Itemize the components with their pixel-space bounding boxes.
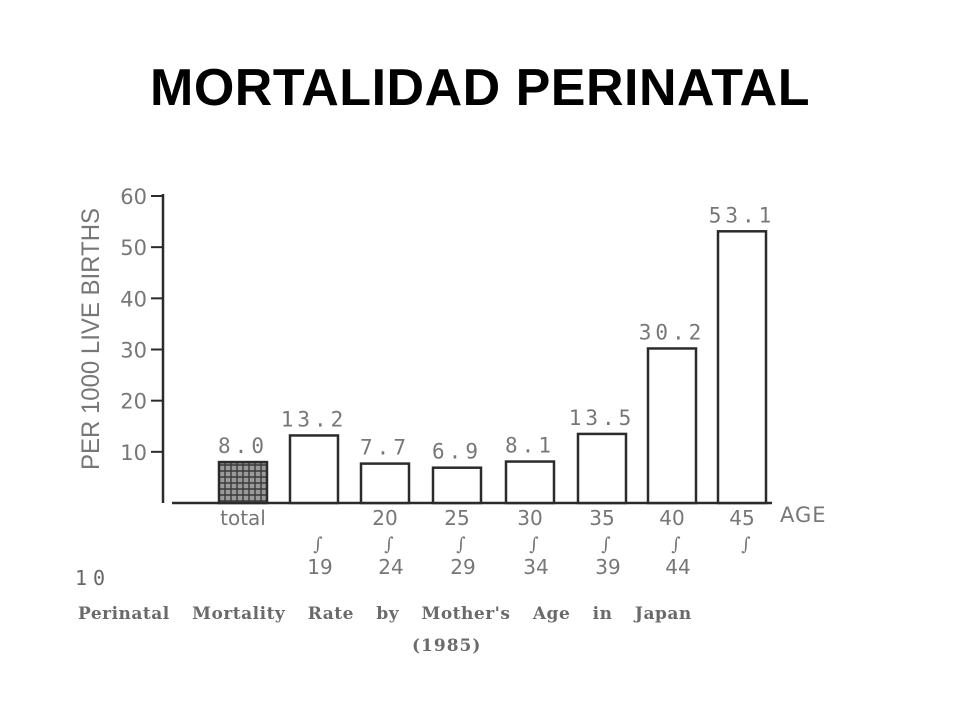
- x-category-label-start: 30: [517, 506, 542, 530]
- bar-value-label: 13.2: [281, 407, 348, 431]
- x-category-label-start: 45: [729, 506, 754, 530]
- chart-labels: 8.0total13.2∫197.720∫246.925∫298.130∫341…: [218, 203, 776, 579]
- bar-value-label: 30.2: [639, 320, 706, 344]
- y-tick-label: 60: [120, 185, 147, 209]
- bar: [504, 460, 556, 505]
- bar: [716, 230, 768, 505]
- y-axis-label: PER 1000 LIVE BIRTHS: [77, 208, 105, 470]
- bar-value-label: 8.1: [505, 434, 555, 458]
- x-category-range-symbol: ∫: [384, 534, 394, 555]
- x-category-label-start: 25: [444, 506, 469, 530]
- bar: [217, 460, 269, 505]
- y-tick-label: 30: [120, 339, 147, 363]
- x-category-range-symbol: ∫: [601, 534, 611, 555]
- bar-value-label: 7.7: [360, 436, 410, 460]
- bar: [576, 432, 628, 505]
- x-category-range-symbol: ∫: [671, 534, 681, 555]
- bar-value-label: 6.9: [432, 440, 482, 464]
- bar: [288, 434, 340, 505]
- bar-value-label: 8.0: [218, 434, 268, 458]
- y-tick-label: 20: [120, 390, 147, 414]
- bar: [646, 347, 698, 505]
- x-category-label-end: 44: [665, 555, 690, 579]
- bar: [431, 466, 483, 505]
- x-axis-label: AGE: [780, 503, 827, 527]
- y-tick-label: 10: [120, 441, 147, 465]
- x-category-label-end: 29: [450, 555, 475, 579]
- y-tick-label: 40: [120, 287, 147, 311]
- x-category-label-end: 24: [378, 555, 403, 579]
- slide-title: MORTALIDAD PERINATAL: [150, 59, 810, 117]
- x-category-range-symbol: ∫: [456, 534, 466, 555]
- figure-caption: Perinatal Mortality Rate by Mother's Age…: [78, 604, 692, 624]
- figure-number: 10: [75, 566, 112, 590]
- x-category-label-end: 19: [307, 555, 332, 579]
- chart-bars: [217, 230, 768, 505]
- x-category-range-symbol: ∫: [313, 534, 323, 555]
- bar: [359, 462, 411, 505]
- x-category-range-symbol: ∫: [741, 534, 751, 555]
- bar-value-label: 13.5: [569, 406, 636, 430]
- x-category-label-start: total: [220, 506, 266, 530]
- x-category-label-end: 39: [595, 555, 620, 579]
- x-category-label-start: 40: [659, 506, 684, 530]
- x-category-range-symbol: ∫: [529, 534, 539, 555]
- figure-caption-year: (1985): [412, 636, 482, 656]
- x-category-label-end: 34: [523, 555, 548, 579]
- x-category-label-start: 20: [372, 506, 397, 530]
- y-tick-label: 50: [120, 236, 147, 260]
- bar-value-label: 53.1: [709, 203, 776, 227]
- x-category-label-start: 35: [589, 506, 614, 530]
